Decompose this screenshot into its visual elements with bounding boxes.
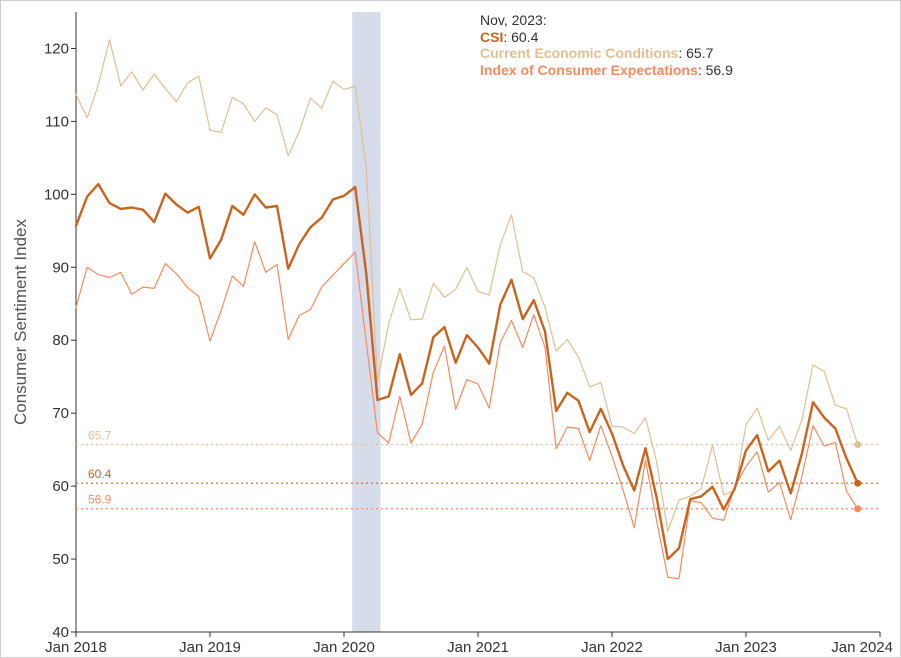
x-tick-label: Jan 2019 (179, 639, 241, 656)
tooltip-row-current: Current Economic Conditions: 65.7 (480, 45, 714, 61)
reference-label-expectations: 56.9 (88, 493, 112, 507)
last-point-marker-expectations (854, 505, 862, 513)
last-point-marker-current (854, 441, 862, 449)
hover-tooltip: Nov, 2023: CSI: 60.4 Current Economic Co… (480, 12, 733, 78)
shaded-period-band (352, 12, 381, 632)
tooltip-series-value: 60.4 (511, 28, 539, 45)
tooltip-series-value: 65.7 (686, 45, 714, 61)
y-tick-label: 90 (52, 259, 69, 276)
y-tick-label: 60 (52, 478, 69, 495)
y-axis-label: Consumer Sentiment Index (11, 219, 30, 425)
reference-label-current: 65.7 (88, 429, 112, 443)
x-tick-label: Jan 2020 (313, 639, 375, 656)
series-line-current (75, 39, 859, 532)
tooltip-date: Nov, 2023: (480, 12, 547, 28)
reference-label-csi: 60.4 (88, 467, 112, 481)
tooltip-row-csi: CSI: 60.4 (480, 28, 539, 45)
tooltip-row-expectations: Index of Consumer Expectations: 56.9 (480, 61, 733, 78)
tooltip-series-name: Current Economic Conditions (480, 45, 679, 61)
x-tick-label: Jan 2018 (45, 639, 107, 656)
series-line-csi (74, 182, 859, 561)
y-tick-label: 70 (52, 405, 69, 422)
y-tick-label: 40 (52, 624, 69, 641)
y-tick-label: 120 (44, 40, 69, 57)
y-tick-label: 110 (45, 113, 69, 130)
y-tick-label: 80 (52, 332, 69, 349)
y-tick-label: 50 (52, 551, 69, 568)
x-tick-label: Jan 2021 (447, 639, 509, 656)
series-line-expectations (75, 241, 859, 580)
y-tick-label: 100 (44, 186, 69, 203)
tooltip-series-name: Index of Consumer Expectations (480, 61, 698, 78)
x-tick-label: Jan 2023 (715, 639, 777, 656)
x-tick-label: Jan 2022 (581, 639, 643, 656)
tooltip-series-name: CSI (480, 28, 504, 45)
tooltip-series-value: 56.9 (705, 61, 733, 78)
x-tick-label: Jan 2024 (831, 639, 893, 656)
last-point-marker-csi (854, 479, 862, 487)
